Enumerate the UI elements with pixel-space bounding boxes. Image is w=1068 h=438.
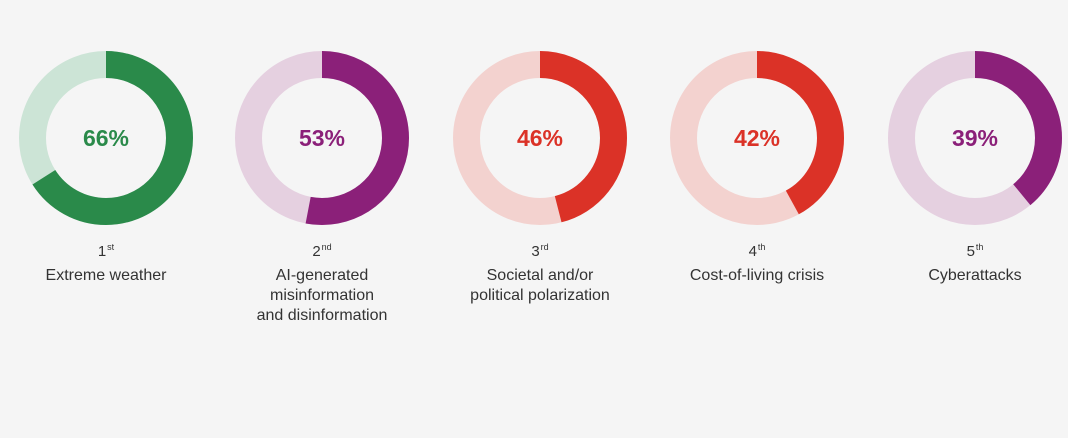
risk-item-5: 39% 5th Cyberattacks (865, 50, 1068, 286)
rank-number: 4 (748, 243, 757, 260)
risk-label-4: Cost-of-living crisis (689, 267, 825, 284)
rank-suffix: st (107, 242, 115, 252)
rank-suffix: nd (321, 242, 332, 252)
donut-chart-5: 39% (888, 51, 1062, 225)
rank-suffix: th (975, 242, 984, 252)
rank-3: 3rd (430, 238, 650, 261)
donut-chart-2: 53% (235, 51, 409, 225)
risk-item-4: 42% 4th Cost-of-living crisis (647, 50, 867, 286)
rank-number: 1 (97, 243, 107, 260)
donut-percent-label: 53% (299, 125, 345, 151)
rank-number: 2 (312, 243, 321, 260)
rank-number: 3 (531, 243, 540, 260)
donut-percent-label: 39% (952, 125, 998, 151)
risk-item-2: 53% 2nd AI-generated misinformation and … (212, 50, 432, 326)
rank-1: 1st (0, 238, 216, 261)
donut-percent-label: 46% (517, 125, 563, 151)
rank-suffix: rd (540, 242, 549, 252)
risk-label-3: Societal and/or political polarization (470, 267, 610, 304)
donut-percent-label: 66% (83, 125, 129, 151)
donut-chart-3: 46% (453, 51, 627, 225)
donut-percent-label: 42% (734, 125, 780, 151)
rank-suffix: th (757, 242, 766, 252)
risk-label-2: AI-generated misinformation and disinfor… (256, 267, 388, 324)
donut-value-arc (670, 51, 844, 225)
donut-value-arc (453, 51, 627, 225)
rank-2: 2nd (212, 238, 432, 261)
donut-value-arc (19, 51, 193, 225)
risk-label-5: Cyberattacks (928, 267, 1022, 284)
risk-label-1: Extreme weather (45, 267, 167, 284)
risk-item-1: 66% 1st Extreme weather (0, 50, 216, 286)
risk-item-3: 46% 3rd Societal and/or political polari… (430, 50, 650, 306)
donut-chart-1: 66% (19, 51, 193, 225)
donut-value-arc (235, 51, 409, 225)
donut-value-arc (888, 51, 1062, 225)
donut-chart-4: 42% (670, 51, 844, 225)
rank-number: 5 (966, 243, 975, 260)
rank-5: 5th (865, 238, 1068, 261)
rank-4: 4th (647, 238, 867, 261)
